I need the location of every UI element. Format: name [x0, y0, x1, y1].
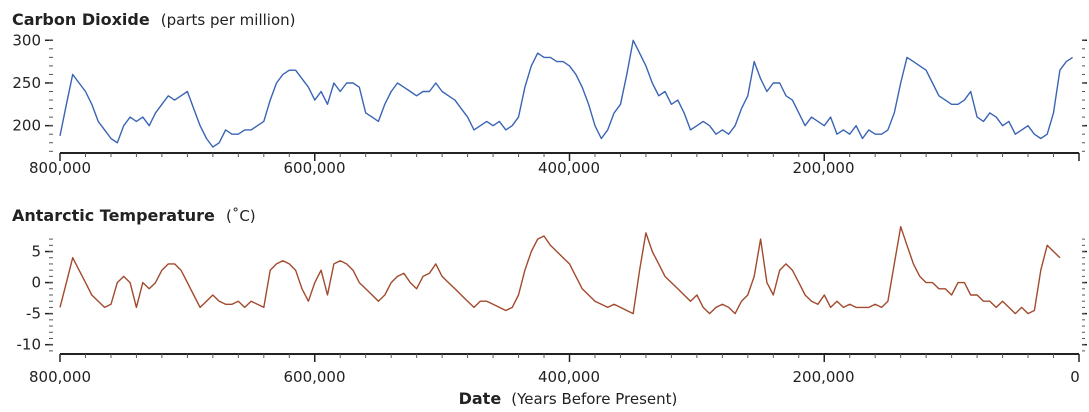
temperature-subtitle: (˚C) [226, 207, 256, 225]
co2-x-tick-labels: 800,000 600,000 400,000 200,000 [29, 159, 855, 177]
x-axis-title: Date (Years Before Present) [459, 389, 678, 408]
temperature-axes: 5 0 -5 -10 [17, 238, 1087, 362]
co2-subtitle: (parts per million) [161, 11, 296, 29]
co2-x-tick-label: 400,000 [538, 159, 600, 177]
co2-y-tick-label: 200 [12, 117, 41, 135]
co2-chart-title: Carbon Dioxide (parts per million) [12, 10, 296, 29]
temperature-panel: Antarctic Temperature (˚C) 5 0 -5 -10 800,0… [12, 206, 1087, 386]
co2-title: Carbon Dioxide [12, 10, 150, 29]
co2-series-line [59, 39, 1073, 148]
temperature-y-tick-label: -5 [26, 305, 41, 323]
temperature-title: Antarctic Temperature [12, 206, 215, 225]
co2-x-tick-label: 600,000 [283, 159, 345, 177]
co2-panel: Carbon Dioxide (parts per million) 200 25… [12, 10, 1087, 177]
co2-x-tick-label: 800,000 [29, 159, 91, 177]
x-axis-title-sub: (Years Before Present) [511, 390, 677, 408]
co2-x-tick-label: 200,000 [792, 159, 854, 177]
temperature-x-tick-label: 800,000 [29, 368, 91, 386]
x-axis-title-main: Date [459, 389, 502, 408]
co2-axes: 200 250 300 [12, 31, 1087, 161]
co2-y-tick-label: 300 [12, 31, 41, 49]
temperature-x-tick-label: 0 [1070, 368, 1080, 386]
temperature-x-tick-label: 600,000 [283, 368, 345, 386]
temperature-x-tick-label: 200,000 [792, 368, 854, 386]
temperature-x-tick-labels: 800,000 600,000 400,000 200,000 0 [29, 368, 1080, 386]
temperature-series-line [59, 226, 1061, 315]
temperature-chart-title: Antarctic Temperature (˚C) [12, 206, 256, 225]
temperature-y-tick-label: 5 [31, 243, 41, 261]
temperature-x-tick-label: 400,000 [538, 368, 600, 386]
temperature-y-tick-label: 0 [31, 274, 41, 292]
co2-y-tick-label: 250 [12, 74, 41, 92]
temperature-y-tick-label: -10 [17, 336, 42, 354]
